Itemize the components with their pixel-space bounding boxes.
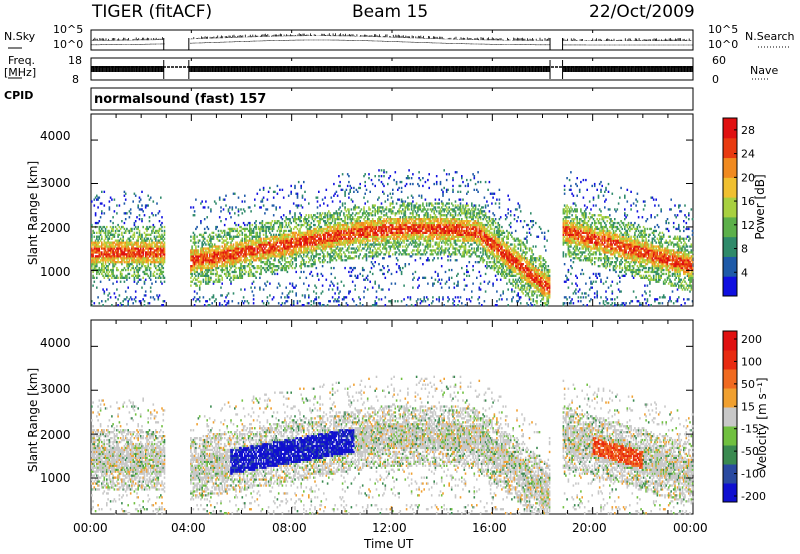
xtick-4: 16:00	[472, 521, 507, 535]
xtick-1: 04:00	[171, 521, 206, 535]
p2-colorbar-segment	[723, 388, 737, 408]
cpid-panel-frame	[90, 87, 694, 111]
freq-tick-top: 18	[68, 54, 82, 67]
freq-label-2: [MHz]	[4, 66, 37, 79]
nsearch-label: N.Search	[745, 30, 795, 43]
nave-tick-top: 60	[712, 54, 726, 67]
beam-title: Beam 15	[352, 2, 429, 22]
p1-ytick-3000: 3000	[40, 176, 71, 190]
p1-colorbar-segment	[723, 118, 737, 139]
nsky-tick-top: 10^5	[53, 23, 84, 36]
p2-colorbar-segment	[723, 331, 737, 351]
p1-colorbar-segment	[723, 236, 737, 257]
p2-colorbar-segment	[723, 426, 737, 446]
p2-ytick-3000: 3000	[40, 382, 71, 396]
xlabel: Time UT	[364, 537, 414, 551]
p2-colorbar-segment	[723, 407, 737, 427]
xtick-3: 12:00	[372, 521, 407, 535]
p2-ytick-2000: 2000	[40, 428, 71, 442]
p2-colorbar-tick: 15	[741, 400, 755, 413]
p2-colorbar-tick: -100	[741, 468, 766, 481]
power-scatter	[91, 169, 694, 307]
nsearch-trace	[91, 39, 693, 46]
freq-tick-bottom: 8	[72, 73, 79, 86]
cpid-label: CPID	[4, 89, 34, 102]
nave-tick-bottom: 0	[712, 73, 719, 86]
p1-colorbar-segment	[723, 137, 737, 159]
p1-colorbar-frame	[722, 117, 738, 297]
p1-colorbar-tick: 16	[741, 195, 755, 208]
p2-colorbar-segment	[723, 464, 737, 484]
p2-colorbar-segment	[723, 369, 737, 389]
xtick-5: 20:00	[572, 521, 607, 535]
p2-ytick-1000: 1000	[40, 471, 71, 485]
p1-colorbar-segment	[723, 177, 737, 198]
nave-label: Nave	[750, 64, 779, 77]
velocity-scatter	[91, 375, 694, 515]
cpid-value: normalsound (fast) 157	[94, 92, 267, 107]
p1-colorbar-tick: 24	[741, 148, 755, 161]
freq-label-1: Freq.	[8, 54, 36, 67]
xtick-2: 08:00	[272, 521, 307, 535]
p1-colorbar-tick: 20	[741, 171, 755, 184]
p2-colorbar-tick: -50	[741, 445, 759, 458]
p1-colorbar-tick: 8	[741, 243, 748, 256]
p1-colorbar-tick: 12	[741, 219, 755, 232]
p2-colorbar-tick: -200	[741, 490, 766, 503]
p1-colorbar-tick: 4	[741, 266, 748, 279]
p1-colorbar-segment	[723, 256, 737, 277]
nsky-tick-bottom: 10^0	[53, 38, 84, 51]
freq-trace	[90, 66, 693, 72]
p2-colorbar-segment	[723, 445, 737, 465]
nsearch-tick-top: 10^5	[708, 23, 739, 36]
p1-colorbar-tick: 28	[741, 124, 755, 137]
p2-colorbar-tick: -15	[741, 423, 759, 436]
xtick-6: 00:00	[673, 521, 708, 535]
p1-colorbar-segment	[723, 157, 737, 178]
nsky-trace	[90, 33, 693, 41]
nsky-label: N.Sky	[4, 30, 36, 43]
p1-colorbar-segment	[723, 197, 737, 218]
p1-ytick-1000: 1000	[40, 265, 71, 279]
date-title: 22/Oct/2009	[589, 2, 695, 22]
p2-colorbar-segment	[723, 350, 737, 370]
p2-colorbar-segment	[723, 483, 737, 503]
p2-colorbar-tick: 50	[741, 378, 755, 391]
radar-title: TIGER (fitACF)	[92, 2, 213, 22]
p2-colorbar-frame	[722, 330, 738, 503]
p2-ytick-4000: 4000	[40, 336, 71, 350]
xtick-0: 00:00	[73, 521, 108, 535]
p1-colorbar-segment	[723, 276, 737, 297]
p1-ytick-2000: 2000	[40, 221, 71, 235]
nsearch-tick-bottom: 10^0	[708, 38, 739, 51]
p2-colorbar-tick: 200	[741, 333, 762, 346]
p2-colorbar-tick: 100	[741, 355, 762, 368]
p1-colorbar-segment	[723, 216, 737, 238]
p1-ytick-4000: 4000	[40, 129, 71, 143]
